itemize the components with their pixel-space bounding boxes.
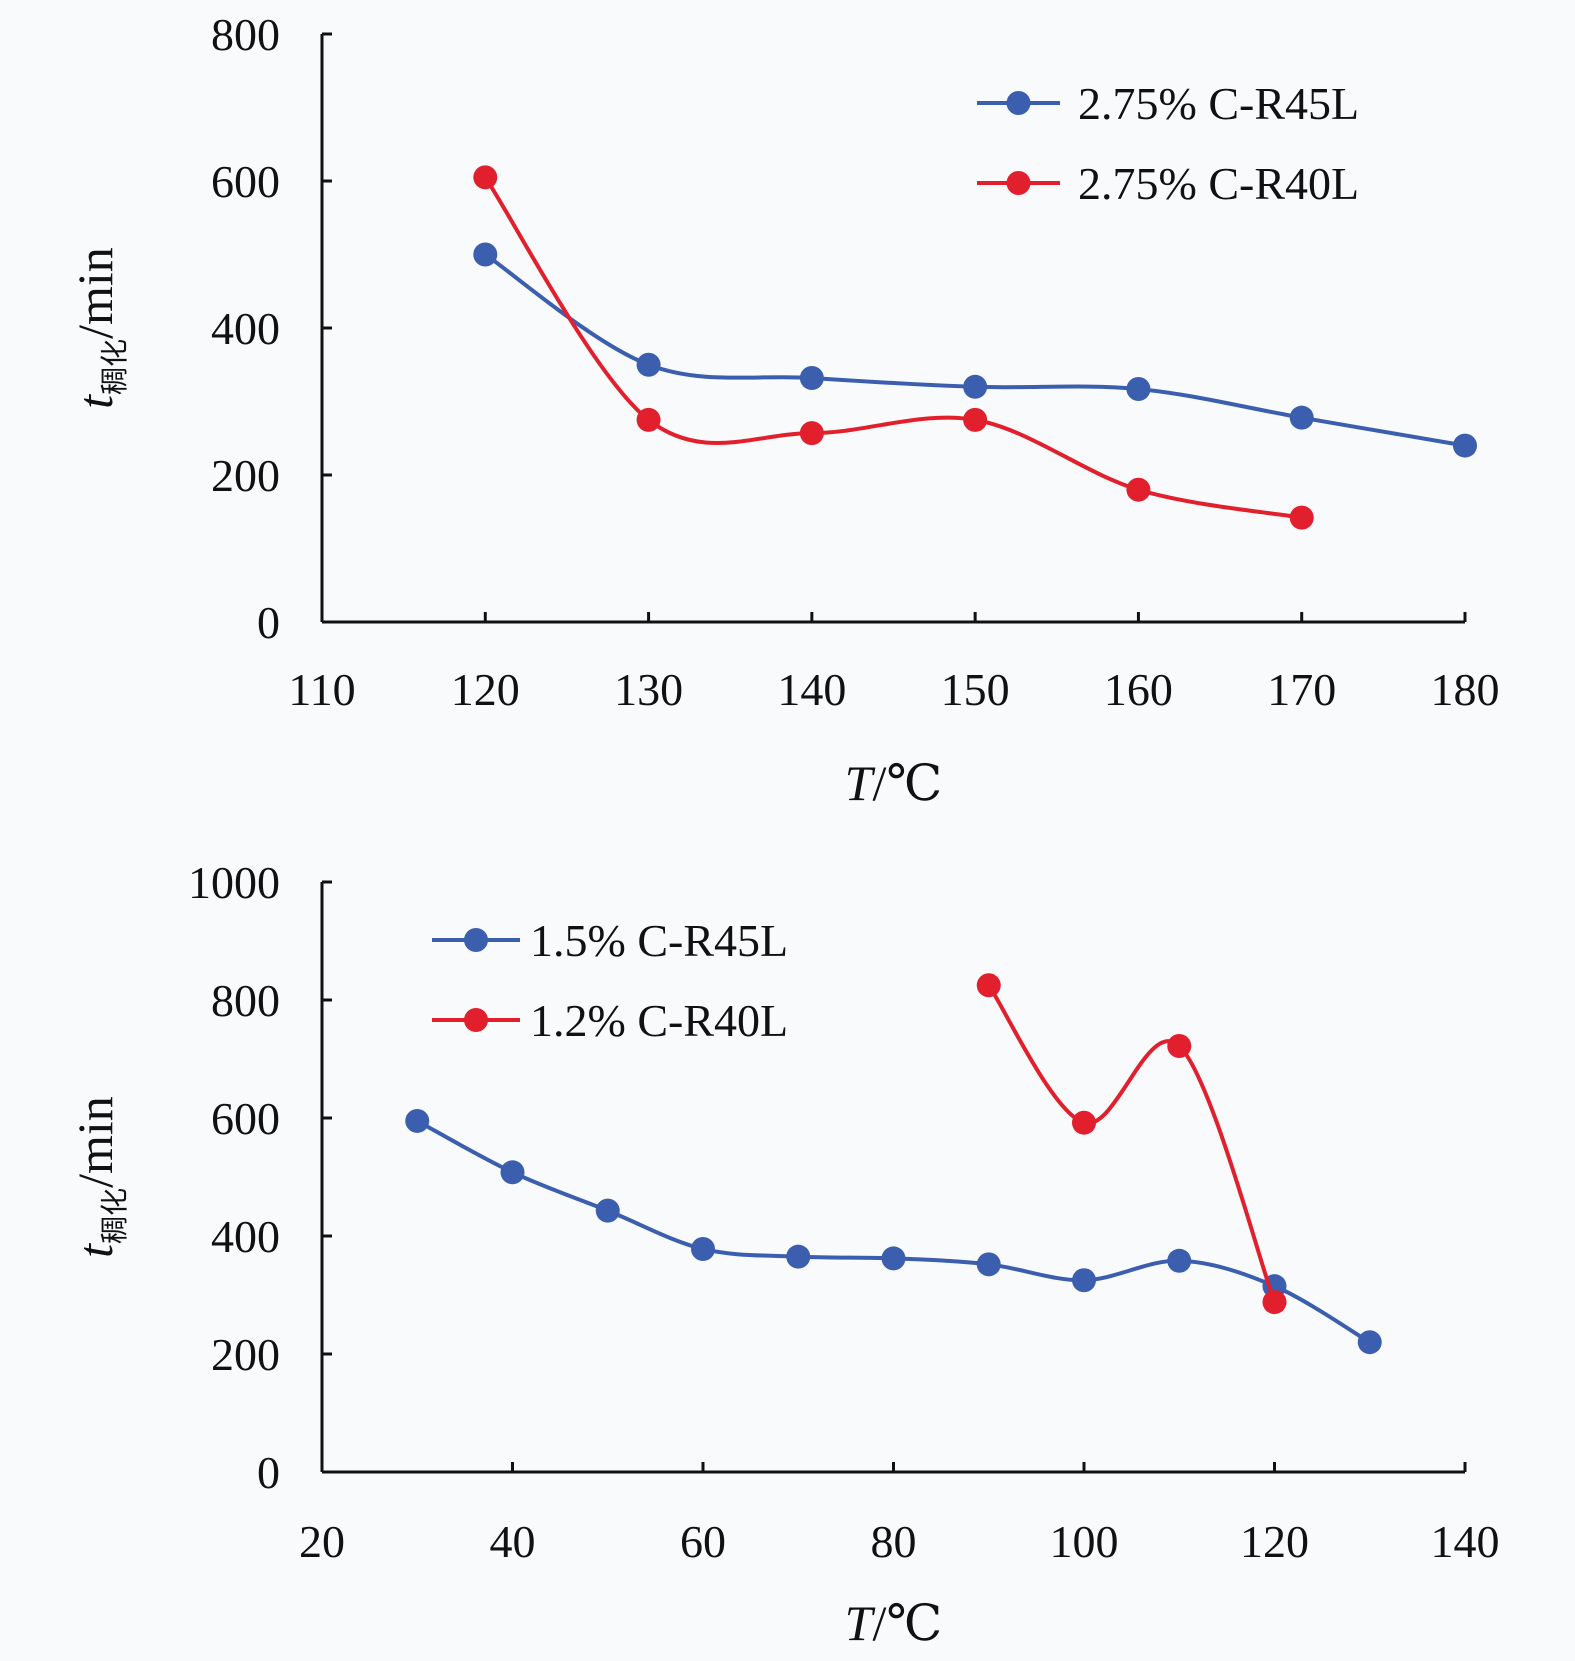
series-2 <box>976 973 1287 1315</box>
y-axis-title: t稠化/min <box>67 1096 131 1258</box>
legend-label: 1.2% C-R40L <box>530 995 788 1046</box>
x-tick-label: 100 <box>1050 1516 1119 1567</box>
x-axis-title: T/℃ <box>845 1595 943 1651</box>
x-tick-label: 180 <box>1431 664 1500 715</box>
x-tick-label: 170 <box>1267 664 1336 715</box>
data-point <box>1126 477 1151 502</box>
series-1 <box>473 242 1477 458</box>
x-axis-title-variable: T <box>845 1595 876 1651</box>
y-tick-label: 600 <box>211 156 280 207</box>
data-point <box>799 365 824 390</box>
data-point <box>1072 1268 1096 1293</box>
x-tick-label: 130 <box>614 664 683 715</box>
legend-entry: 1.5% C-R45L <box>432 915 788 966</box>
y-tick-label: 0 <box>257 597 280 648</box>
data-point <box>500 1160 525 1185</box>
y-axis-title-subscript: 稠化 <box>99 1188 131 1244</box>
data-point <box>1453 433 1477 458</box>
x-tick-label: 40 <box>490 1516 536 1567</box>
data-point <box>636 407 661 432</box>
data-point <box>1289 505 1314 530</box>
x-tick-label: 110 <box>288 664 355 715</box>
y-axis-title-subscript: 稠化 <box>99 339 131 395</box>
x-tick-label: 140 <box>1431 1516 1500 1567</box>
data-point <box>473 165 498 190</box>
x-axis-title-unit: /℃ <box>872 755 942 811</box>
y-axis-title: t稠化/min <box>67 247 131 409</box>
data-point <box>636 352 661 377</box>
data-point <box>881 1246 906 1271</box>
data-point <box>1126 377 1151 402</box>
x-axis-title-unit: /℃ <box>872 1595 942 1651</box>
data-point <box>595 1198 620 1223</box>
data-point <box>1289 405 1314 430</box>
y-tick-label: 400 <box>211 303 280 354</box>
x-tick-label: 150 <box>941 664 1010 715</box>
series-line <box>986 983 1277 1305</box>
y-axis-title-variable: t <box>67 394 123 409</box>
y-tick-label: 0 <box>257 1447 280 1498</box>
x-tick-label: 60 <box>680 1516 726 1567</box>
chart-panel-1: 0 200 400 600 800 110 120 130 140 150 160 170 180 T/℃… <box>67 9 1500 811</box>
data-point <box>963 407 988 432</box>
legend-marker <box>464 928 488 952</box>
y-tick-label: 800 <box>211 975 280 1026</box>
legend-marker <box>464 1008 488 1032</box>
y-tick-label: 1000 <box>188 857 280 908</box>
x-axis-title: T/℃ <box>845 755 943 811</box>
y-tick-label: 200 <box>211 1329 280 1380</box>
legend-label: 1.5% C-R45L <box>530 915 788 966</box>
legend-entry: 2.75% C-R40L <box>977 158 1359 209</box>
y-tick-label: 200 <box>211 450 280 501</box>
data-point <box>1167 1034 1192 1059</box>
data-point <box>1262 1290 1287 1315</box>
x-tick-label: 120 <box>451 664 520 715</box>
series-2 <box>473 165 1314 530</box>
data-point <box>691 1236 715 1261</box>
y-tick-label: 600 <box>211 1093 280 1144</box>
data-point <box>963 374 988 399</box>
chart-panel-2: 0 200 400 600 800 1000 20 40 60 80 100 120 140 T/℃ t稠化… <box>67 857 1500 1651</box>
x-tick-label: 160 <box>1104 664 1173 715</box>
data-point <box>799 421 824 446</box>
y-axis-title-unit: /min <box>67 1096 123 1188</box>
series-1 <box>405 1108 1382 1355</box>
x-tick-label: 80 <box>871 1516 917 1567</box>
data-point <box>976 973 1001 998</box>
data-point <box>1072 1110 1096 1135</box>
x-axis-title-variable: T <box>845 755 876 811</box>
legend-label: 2.75% C-R40L <box>1078 158 1359 209</box>
x-tick-label: 20 <box>299 1516 345 1567</box>
legend-entry: 2.75% C-R45L <box>977 78 1359 129</box>
data-point <box>976 1252 1001 1277</box>
x-tick-label: 120 <box>1240 1516 1309 1567</box>
y-axis-title-unit: /min <box>67 247 123 339</box>
y-tick-label: 800 <box>211 9 280 60</box>
x-tick-label: 140 <box>777 664 846 715</box>
data-point <box>473 242 498 267</box>
legend-marker <box>1006 171 1031 195</box>
y-tick-label: 400 <box>211 1211 280 1262</box>
legend-marker <box>1006 91 1031 115</box>
y-axis-title-variable: t <box>67 1243 123 1258</box>
legend-entry: 1.2% C-R40L <box>432 995 788 1046</box>
data-point <box>1167 1248 1192 1273</box>
data-point <box>405 1108 430 1133</box>
data-point <box>786 1244 811 1269</box>
legend-label: 2.75% C-R45L <box>1078 78 1359 129</box>
data-point <box>1357 1330 1382 1355</box>
